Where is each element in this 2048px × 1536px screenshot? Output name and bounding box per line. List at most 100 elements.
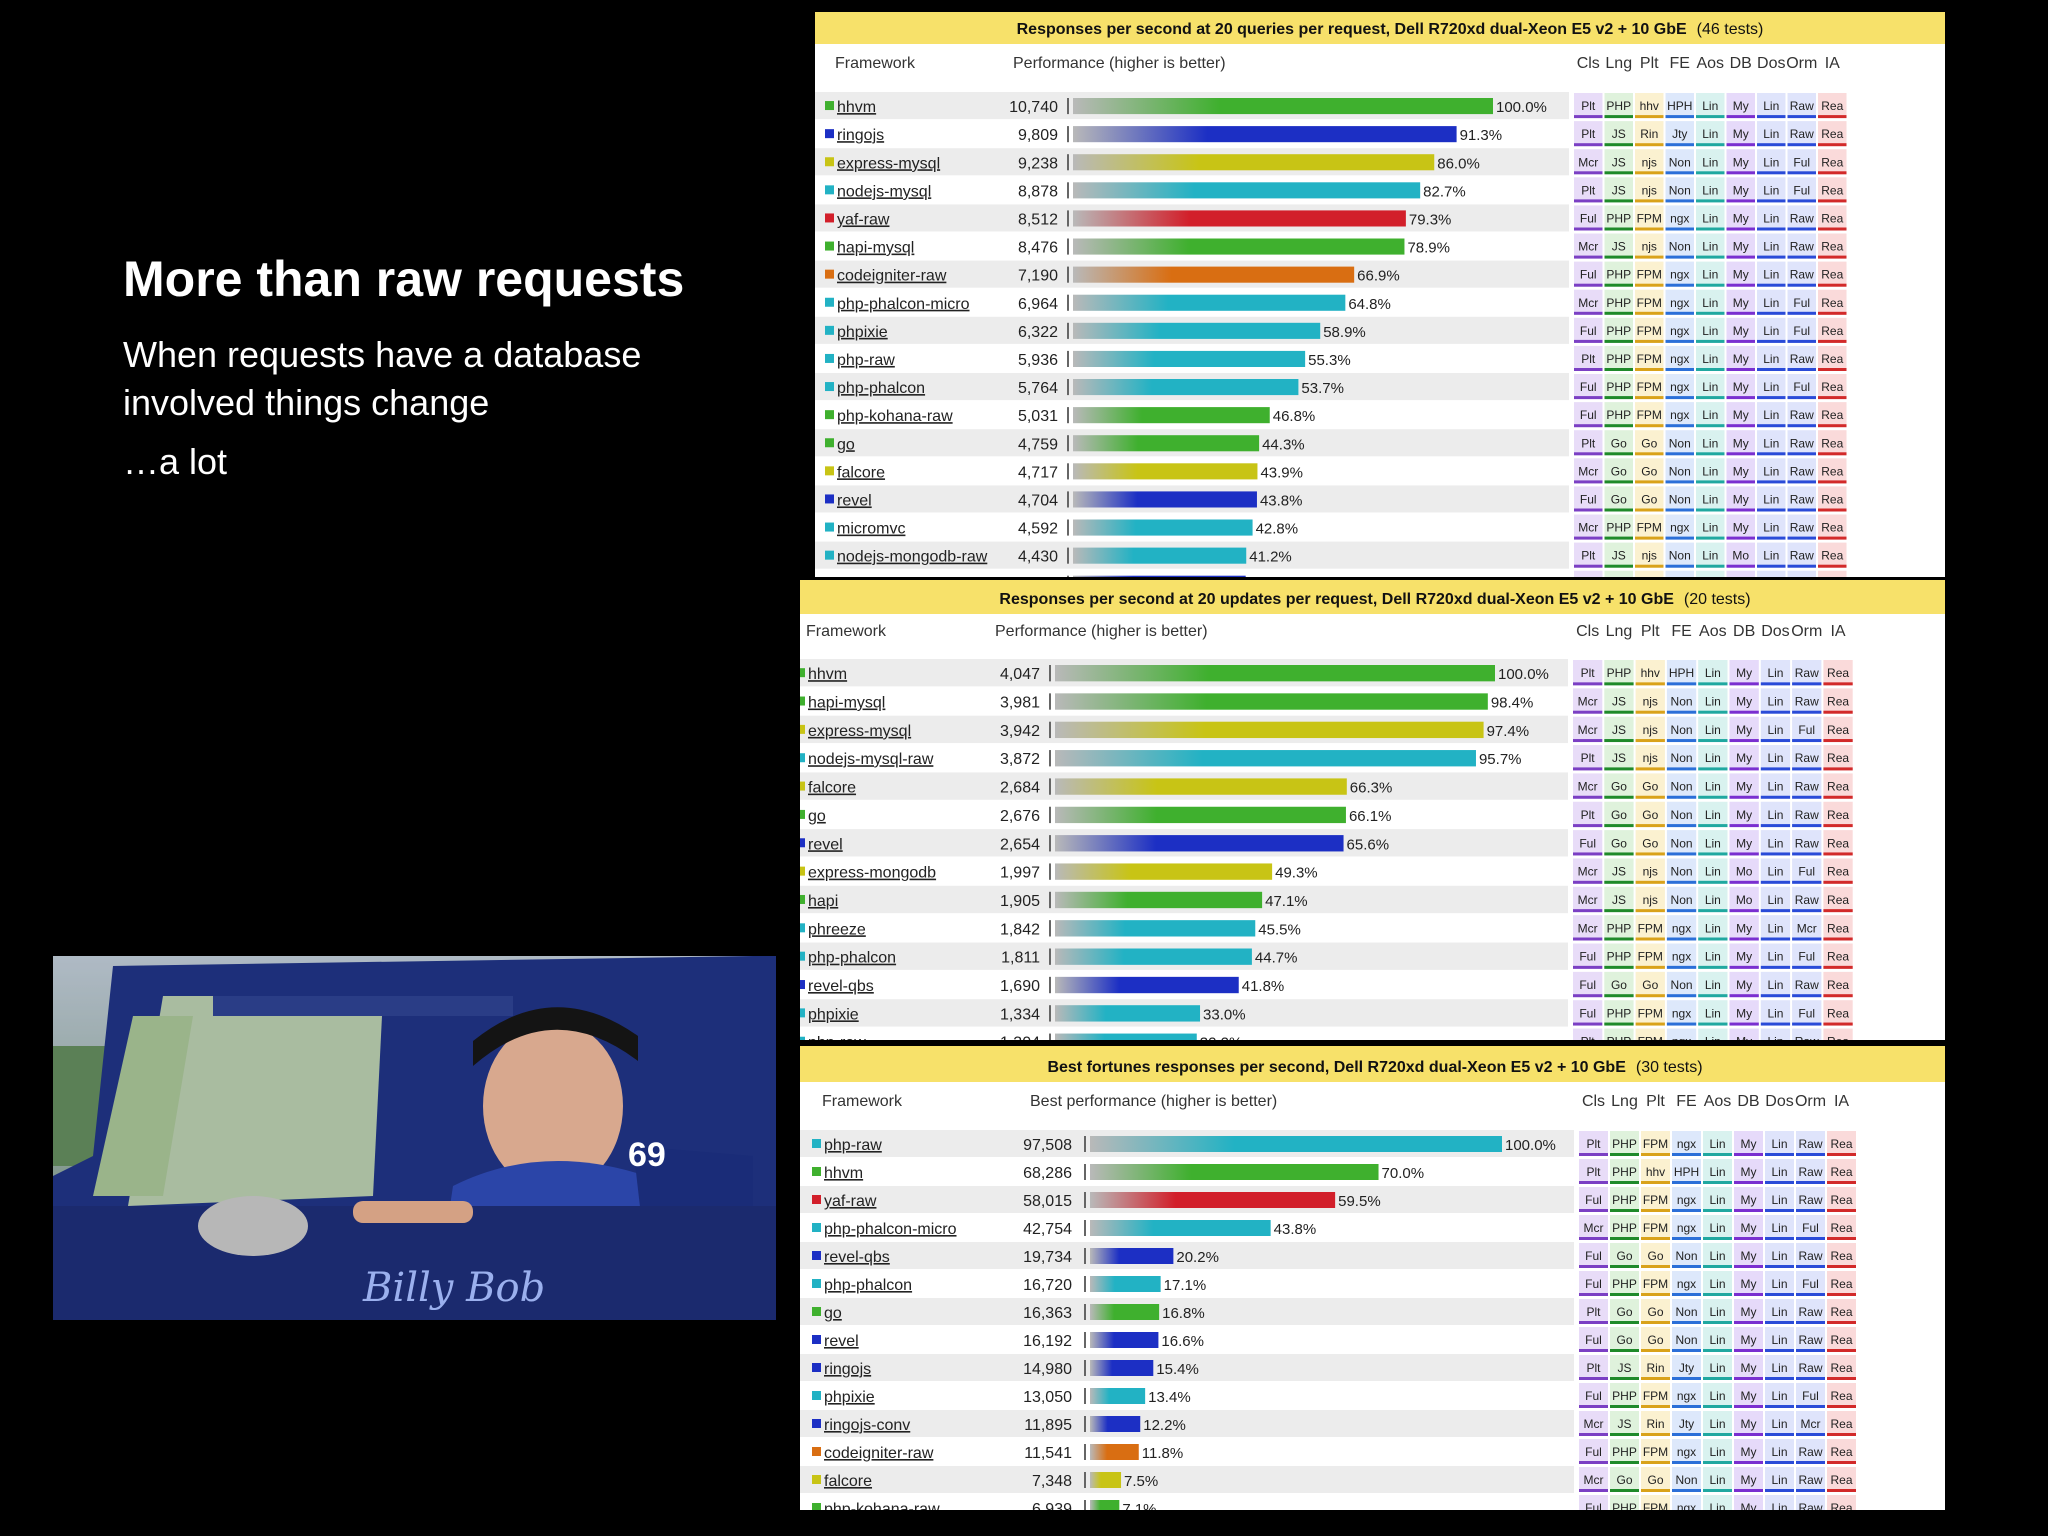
bar bbox=[1090, 1248, 1174, 1264]
value-label: 5,936 bbox=[1018, 352, 1058, 369]
flag-underline bbox=[1579, 1153, 1608, 1156]
flag-cell bbox=[1757, 514, 1786, 540]
flag-value: Lin bbox=[1702, 296, 1718, 310]
flag-cell bbox=[1665, 345, 1694, 371]
flag-cell bbox=[1666, 688, 1697, 714]
flag-value: PHP bbox=[1612, 1501, 1637, 1510]
framework-name: ringojs bbox=[824, 1361, 871, 1378]
framework-name: yaf-raw bbox=[837, 211, 890, 228]
flag-cell bbox=[1726, 205, 1755, 231]
flag-cell bbox=[1765, 1327, 1794, 1352]
flag-value: Go bbox=[1642, 836, 1658, 850]
flag-underline bbox=[1757, 424, 1786, 428]
column-header-cls: Cls bbox=[1576, 623, 1599, 640]
table-row: ringojs 14,980 15.4% Plt JS Rin Jty Lin My Lin Raw… bbox=[800, 1354, 1856, 1381]
flag-underline bbox=[1635, 283, 1664, 287]
flag-underline bbox=[1666, 795, 1697, 799]
flag-value: Lin bbox=[1702, 127, 1718, 141]
flag-underline bbox=[1698, 767, 1728, 771]
flag-value: njs bbox=[1642, 549, 1657, 563]
flag-value: Ful bbox=[1585, 1249, 1602, 1263]
flag-cell bbox=[1734, 1383, 1763, 1408]
bar-tick bbox=[1049, 778, 1051, 795]
flag-value: ngx bbox=[1677, 1221, 1696, 1235]
percent-label: 100.0% bbox=[1496, 99, 1547, 116]
flag-value: Rea bbox=[1821, 183, 1843, 197]
flag-cell bbox=[1610, 1215, 1639, 1240]
flag-cell bbox=[1734, 1355, 1763, 1380]
flag-value: JS bbox=[1612, 183, 1626, 197]
flag-cell bbox=[1574, 570, 1603, 577]
flag-cell bbox=[1579, 1355, 1608, 1380]
flag-underline bbox=[1635, 171, 1664, 175]
flag-underline bbox=[1734, 1237, 1763, 1240]
flag-underline bbox=[1734, 1293, 1763, 1296]
flag-value: Lin bbox=[1771, 1165, 1787, 1179]
flag-cell bbox=[1604, 688, 1634, 714]
bar-tick bbox=[1049, 665, 1051, 682]
flag-underline bbox=[1729, 795, 1759, 799]
flag-value: Lin bbox=[1702, 183, 1718, 197]
column-header-orm: Orm bbox=[1791, 623, 1822, 640]
series-color-swatch bbox=[812, 1279, 821, 1288]
value-label: 3,981 bbox=[1000, 695, 1040, 712]
flag-value: JS bbox=[1612, 155, 1626, 169]
flag-underline bbox=[1703, 1209, 1732, 1212]
flag-underline bbox=[1726, 255, 1755, 259]
flag-value: JS bbox=[1617, 1417, 1631, 1431]
row-background bbox=[800, 1298, 1574, 1325]
flag-value: My bbox=[1741, 1417, 1757, 1431]
flag-cell bbox=[1696, 289, 1725, 315]
framework-name: hapi-mysql bbox=[808, 695, 885, 712]
value-label: 1,997 bbox=[1000, 865, 1040, 882]
flag-underline bbox=[1729, 852, 1759, 856]
chart-test-count: (20 tests) bbox=[1684, 591, 1751, 608]
flag-cell bbox=[1818, 345, 1847, 371]
flag-cell bbox=[1760, 688, 1791, 714]
flag-value: My bbox=[1733, 408, 1749, 422]
series-color-swatch bbox=[825, 157, 834, 167]
flag-underline bbox=[1734, 1321, 1763, 1324]
flag-cell bbox=[1703, 1159, 1732, 1184]
flag-cell bbox=[1641, 1243, 1670, 1268]
bar-tick bbox=[1049, 1005, 1051, 1022]
flag-value: ngx bbox=[1672, 950, 1691, 964]
flag-value: Non bbox=[1671, 836, 1693, 850]
flag-cell bbox=[1672, 1411, 1701, 1436]
flag-underline bbox=[1696, 424, 1725, 428]
flag-underline bbox=[1796, 1153, 1825, 1156]
flag-underline bbox=[1796, 1349, 1825, 1352]
flag-cell bbox=[1765, 1495, 1794, 1510]
flag-cell bbox=[1635, 745, 1665, 771]
flag-cell bbox=[1610, 1271, 1639, 1296]
flag-value: Lin bbox=[1709, 1501, 1725, 1510]
flag-value: Lin bbox=[1702, 380, 1718, 394]
flag-underline bbox=[1665, 227, 1694, 231]
flag-cell bbox=[1635, 374, 1664, 400]
value-label: 5,031 bbox=[1018, 408, 1058, 425]
flag-underline bbox=[1726, 536, 1755, 540]
flag-underline bbox=[1760, 739, 1791, 743]
flag-underline bbox=[1792, 909, 1822, 913]
flag-value: Go bbox=[1647, 1305, 1663, 1319]
flag-underline bbox=[1760, 682, 1791, 686]
flag-value: Lin bbox=[1763, 352, 1779, 366]
flag-cell bbox=[1579, 1411, 1608, 1436]
flag-value: Lin bbox=[1702, 549, 1718, 563]
flag-cell bbox=[1573, 1028, 1603, 1040]
column-header-framework: Framework bbox=[806, 623, 887, 640]
flag-cell bbox=[1698, 745, 1728, 771]
flag-cell bbox=[1665, 205, 1694, 231]
flag-underline bbox=[1792, 710, 1822, 714]
flag-value: Non bbox=[1671, 978, 1693, 992]
flag-cell bbox=[1604, 971, 1634, 998]
flag-value: Rea bbox=[1827, 666, 1849, 680]
flag-underline bbox=[1698, 852, 1728, 856]
flag-value: ngx bbox=[1670, 296, 1689, 310]
framework-name: yaf-raw bbox=[824, 1193, 877, 1210]
column-header-fe: FE bbox=[1670, 55, 1690, 72]
flag-underline bbox=[1672, 1265, 1701, 1268]
flag-value: Lin bbox=[1763, 521, 1779, 535]
flag-cell bbox=[1579, 1215, 1608, 1240]
bar bbox=[1090, 1276, 1161, 1292]
